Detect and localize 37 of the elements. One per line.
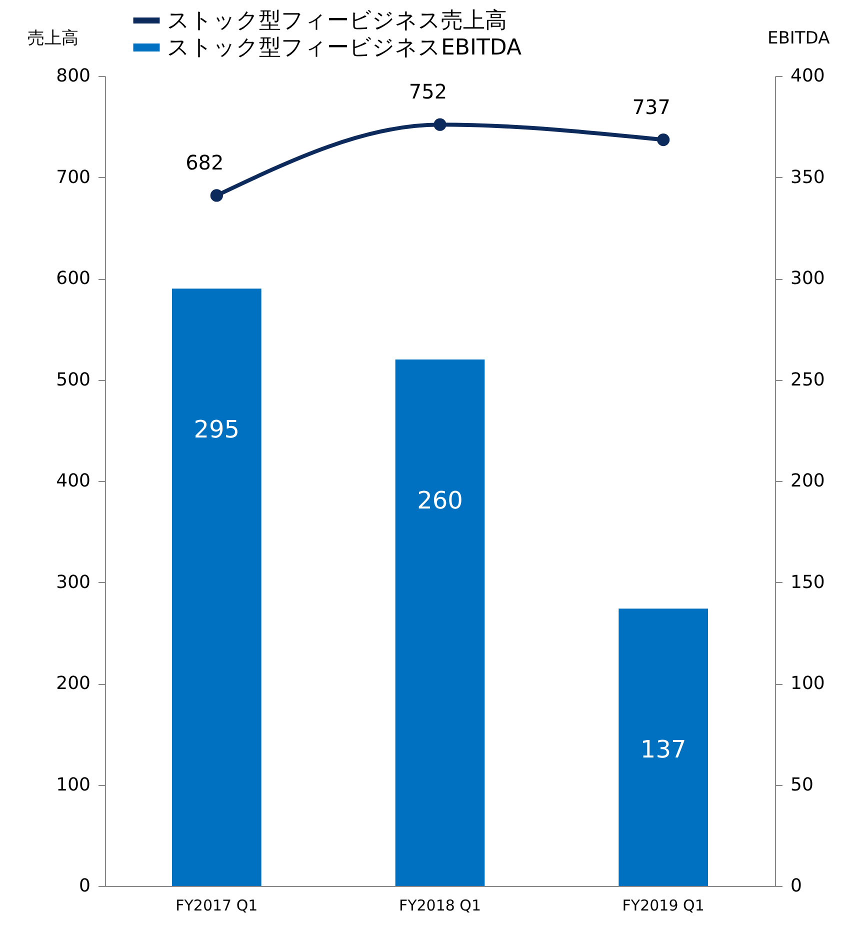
data-label: 737 [632,94,670,119]
bar [618,608,708,886]
bar [395,360,485,886]
bar [172,288,262,886]
y2-tick-label: 350 [790,166,825,188]
y2-tick-label: 300 [790,268,825,289]
y-tick-label: 300 [56,572,90,593]
y-tick-label: 100 [56,774,90,796]
y2-tick-label: 100 [790,673,825,694]
legend-label: ストック型フィービジネスEBITDA [167,36,522,60]
y2-tick-label: 200 [790,470,825,492]
data-label: 295 [194,416,240,444]
y2-axis-title: EBITDA [768,28,830,48]
y-tick-label: 500 [56,369,90,390]
point [434,118,446,131]
data-label: 137 [640,736,686,764]
x-tick-label: FY2019 Q1 [622,896,704,914]
y-tick-label: 600 [56,268,90,289]
y2-tick-label: 250 [790,369,825,390]
y2-tick-label: 0 [790,876,802,896]
y-axis-title: 売上高 [28,28,78,48]
point [657,133,670,146]
y-tick-label: 700 [56,166,90,188]
y2-tick-label: 50 [790,774,814,796]
y2-tick-label: 150 [790,572,825,593]
y-tick-label: 800 [56,66,90,86]
y-tick-label: 0 [79,876,90,896]
legend-label: ストック型フィービジネス売上高 [167,8,507,34]
data-label: 752 [408,80,448,104]
point [210,189,223,202]
y-tick-label: 200 [56,673,90,694]
x-tick-label: FY2018 Q1 [398,896,482,914]
data-label: 682 [186,150,224,174]
y-tick-label: 400 [56,470,90,492]
x-tick-label: FY2017 Q1 [176,896,258,914]
data-label: 260 [417,486,463,514]
y2-tick-label: 400 [790,66,825,86]
